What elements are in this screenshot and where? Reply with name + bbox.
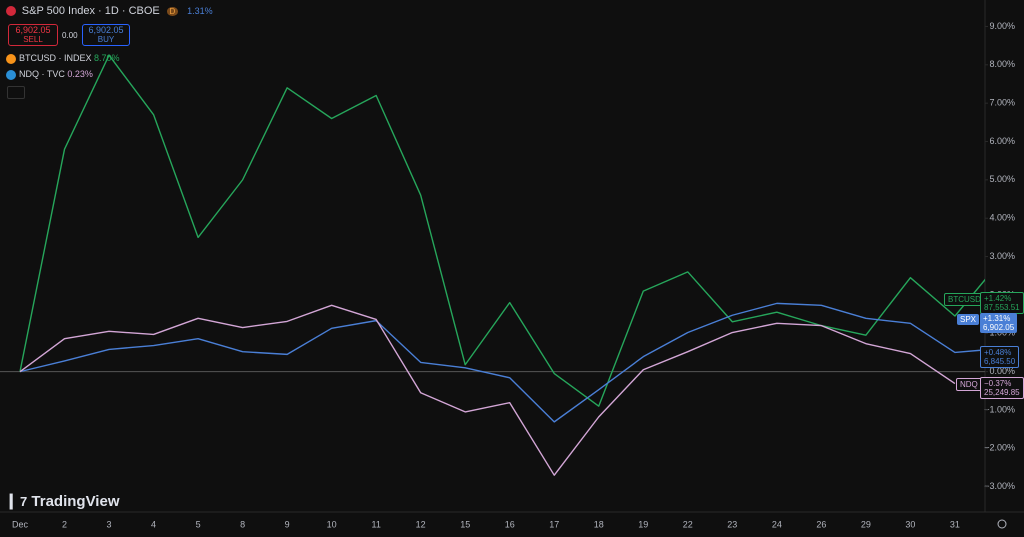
y-tick-label: 9.00% (989, 21, 1015, 31)
symbol-title[interactable]: S&P 500 Index · 1D · CBOE (21, 5, 160, 17)
overlay-row[interactable]: BTCUSD · INDEX 8.70% (6, 53, 120, 64)
price-label: +1.31% 6,902.05 (980, 313, 1018, 333)
price-label: +1.42% 87,553.51 (980, 292, 1024, 314)
series-line (19, 54, 985, 407)
price-label: +0.48% 6,845.50 (980, 346, 1020, 368)
overlay-row[interactable]: NDQ · TVC 0.23% (6, 69, 93, 80)
x-tick-label: 11 (371, 519, 380, 529)
x-tick-label: Dec (12, 519, 29, 529)
label-change: +1.31% (983, 314, 1011, 323)
x-tick-label: 29 (861, 519, 871, 529)
x-tick-label: 31 (950, 519, 960, 529)
settings-icon[interactable] (997, 519, 1007, 529)
y-tick-label: −2.00% (984, 443, 1015, 453)
x-tick-label: 17 (549, 519, 559, 529)
series-line (19, 302, 985, 423)
buy-button[interactable]: 6,902.05 BUY (82, 24, 130, 46)
x-tick-label: 19 (638, 519, 648, 529)
y-tick-label: 6.00% (989, 136, 1015, 146)
x-tick-label: 22 (683, 519, 693, 529)
logo: ▎7 TradingView (10, 493, 120, 510)
y-tick-label: 5.00% (989, 174, 1015, 184)
x-tick-label: 16 (505, 519, 515, 529)
overlay-icon (6, 53, 16, 64)
price-label: −0.37% 25,249.85 (980, 377, 1024, 399)
x-tick-label: 8 (240, 519, 245, 529)
label-change: −0.37% (984, 379, 1012, 388)
label-price: 87,553.51 (984, 303, 1020, 312)
overlay-change: 8.70% (94, 53, 120, 63)
series-tag: SPX (957, 314, 980, 325)
label-change: +1.42% (984, 294, 1012, 303)
symbol-change: 1.31% (187, 6, 213, 16)
market-badge: D (166, 7, 179, 16)
label-change: +0.48% (984, 348, 1012, 357)
x-tick-label: 4 (151, 519, 156, 529)
series-tag: BTCUSD (944, 293, 985, 306)
x-tick-label: 9 (285, 519, 290, 529)
sell-price: 6,902.05 (15, 25, 51, 35)
x-tick-label: 5 (196, 519, 201, 529)
y-tick-label: 4.00% (989, 213, 1015, 223)
x-tick-label: 24 (772, 519, 782, 529)
x-tick-label: 15 (460, 519, 470, 529)
x-tick-label: 2 (62, 519, 67, 529)
x-tick-label: 23 (727, 519, 737, 529)
x-tick-label: 30 (905, 519, 915, 529)
y-tick-label: 0.00% (989, 366, 1015, 376)
label-price: 6,902.05 (983, 323, 1015, 332)
x-tick-label: 26 (816, 519, 826, 529)
logo-text: TradingView (31, 493, 120, 510)
label-price: 25,249.85 (984, 388, 1020, 397)
sell-label: SELL (23, 35, 43, 44)
series-tag: NDQ (956, 378, 982, 391)
buy-price: 6,902.05 (88, 25, 124, 35)
y-tick-label: 3.00% (989, 251, 1015, 261)
overlay-icon (6, 69, 16, 80)
symbol-icon (6, 6, 16, 17)
y-tick-label: 8.00% (989, 59, 1015, 69)
overlay-name: BTCUSD · INDEX (19, 53, 92, 63)
x-tick-label: 12 (416, 519, 426, 529)
spread: 0.00 (62, 31, 78, 40)
x-tick-label: 18 (594, 519, 604, 529)
y-tick-label: −3.00% (984, 481, 1015, 491)
y-tick-label: −1.00% (984, 404, 1015, 414)
collapse-button[interactable] (7, 86, 25, 99)
x-tick-label: 3 (107, 519, 112, 529)
series-line (19, 304, 956, 476)
label-price: 6,845.50 (984, 357, 1016, 366)
overlay-name: NDQ · TVC (19, 69, 65, 79)
header-title-row: S&P 500 Index · 1D · CBOE D 1.31% (6, 5, 213, 17)
sell-button[interactable]: 6,902.05 SELL (8, 24, 58, 46)
overlay-change: 0.23% (67, 69, 93, 79)
y-tick-label: 7.00% (989, 98, 1015, 108)
x-tick-label: 10 (327, 519, 337, 529)
buy-label: BUY (97, 35, 115, 44)
